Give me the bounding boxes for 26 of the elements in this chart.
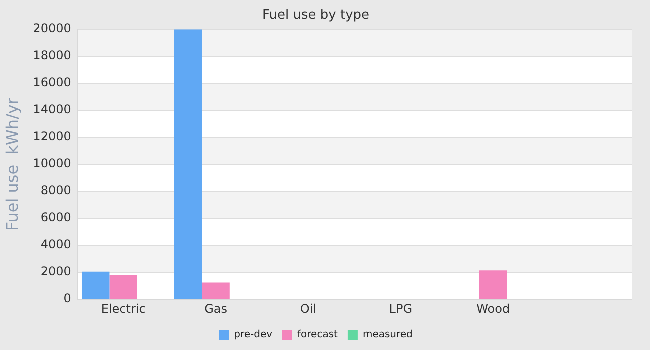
legend-label: pre-dev	[234, 330, 273, 341]
y-tick-label: 16000	[33, 76, 72, 90]
bar	[110, 275, 138, 300]
y-tick-label: 20000	[33, 22, 72, 36]
y-tick-label: 12000	[33, 130, 72, 144]
y-tick-label: 8000	[40, 184, 72, 198]
x-tick-label: Electric	[101, 302, 146, 316]
y-tick-label: 10000	[33, 156, 72, 171]
bar	[479, 270, 508, 300]
bar	[202, 282, 230, 300]
y-tick-label: 6000	[40, 210, 72, 225]
bar	[174, 30, 202, 300]
legend-label: forecast	[298, 330, 338, 341]
y-tick-label: 0	[64, 292, 72, 306]
y-tick-label: 14000	[33, 102, 72, 117]
x-tick-label: Oil	[300, 302, 317, 316]
x-tick-label: LPG	[389, 302, 413, 316]
legend-label: measured	[362, 330, 413, 341]
bar	[82, 272, 110, 300]
y-tick-label: 2000	[40, 264, 72, 279]
y-tick-label: 4000	[40, 238, 72, 252]
chart-title: Fuel use by type	[262, 8, 370, 24]
x-tick-label: Gas	[204, 302, 228, 316]
y-tick-label: 18000	[33, 48, 72, 63]
x-tick-label: Wood	[476, 302, 510, 316]
y-axis-title: Fuel use kWh/yr	[2, 98, 22, 232]
